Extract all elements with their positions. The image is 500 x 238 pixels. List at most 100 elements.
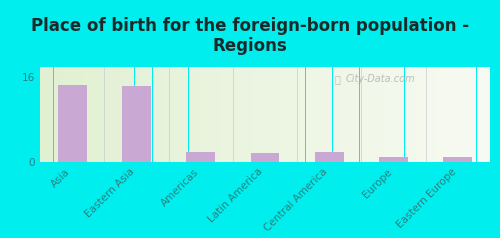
Bar bbox=[288, 67, 290, 162]
Bar bbox=[211, 67, 213, 162]
Bar bbox=[440, 67, 443, 162]
Bar bbox=[414, 67, 416, 162]
Bar bbox=[278, 67, 281, 162]
Bar bbox=[481, 67, 483, 162]
Bar bbox=[382, 67, 384, 162]
Bar bbox=[177, 67, 180, 162]
Bar bbox=[234, 67, 236, 162]
Bar bbox=[324, 67, 326, 162]
Bar bbox=[132, 67, 134, 162]
Bar bbox=[90, 67, 92, 162]
Bar bbox=[222, 67, 224, 162]
Bar bbox=[188, 67, 191, 162]
Bar bbox=[321, 67, 324, 162]
Bar bbox=[448, 67, 450, 162]
Bar bbox=[314, 67, 317, 162]
Text: City-Data.com: City-Data.com bbox=[346, 74, 416, 84]
Bar bbox=[272, 67, 274, 162]
Bar bbox=[218, 67, 220, 162]
Bar bbox=[80, 67, 83, 162]
Bar bbox=[458, 67, 460, 162]
Bar bbox=[44, 67, 47, 162]
Bar bbox=[191, 67, 193, 162]
Bar bbox=[450, 67, 452, 162]
Bar bbox=[488, 67, 490, 162]
Bar bbox=[312, 67, 314, 162]
Bar bbox=[213, 67, 216, 162]
Bar bbox=[56, 67, 58, 162]
Bar bbox=[193, 67, 195, 162]
Bar bbox=[226, 67, 229, 162]
Bar bbox=[247, 67, 249, 162]
Bar bbox=[443, 67, 445, 162]
Bar bbox=[400, 67, 402, 162]
Bar bbox=[454, 67, 456, 162]
Bar bbox=[472, 67, 474, 162]
Bar bbox=[270, 67, 272, 162]
Bar bbox=[150, 67, 152, 162]
Bar bbox=[130, 67, 132, 162]
Bar bbox=[483, 67, 486, 162]
Bar bbox=[402, 67, 404, 162]
Bar bbox=[216, 67, 218, 162]
Bar bbox=[128, 67, 130, 162]
Bar bbox=[328, 67, 330, 162]
Bar bbox=[301, 67, 303, 162]
Bar bbox=[424, 67, 427, 162]
Bar bbox=[118, 67, 121, 162]
Bar bbox=[184, 67, 186, 162]
Bar bbox=[386, 67, 388, 162]
Bar bbox=[378, 67, 380, 162]
Bar bbox=[105, 67, 108, 162]
Bar bbox=[368, 67, 370, 162]
Bar bbox=[134, 67, 137, 162]
Bar bbox=[267, 67, 270, 162]
Bar bbox=[224, 67, 226, 162]
Bar bbox=[285, 67, 288, 162]
Bar bbox=[126, 67, 128, 162]
Bar bbox=[380, 67, 382, 162]
Bar bbox=[249, 67, 252, 162]
Bar bbox=[116, 67, 119, 162]
Bar bbox=[335, 67, 337, 162]
Bar bbox=[112, 67, 114, 162]
Bar bbox=[319, 67, 321, 162]
Bar bbox=[231, 67, 234, 162]
Bar bbox=[54, 67, 56, 162]
Bar bbox=[49, 67, 51, 162]
Bar bbox=[85, 67, 87, 162]
Bar bbox=[256, 67, 258, 162]
Bar bbox=[456, 67, 458, 162]
Bar bbox=[250, 153, 280, 162]
Bar bbox=[308, 67, 310, 162]
Bar bbox=[121, 67, 123, 162]
Bar bbox=[362, 67, 364, 162]
Bar bbox=[274, 67, 276, 162]
Bar bbox=[164, 67, 166, 162]
Bar bbox=[122, 86, 151, 162]
Bar bbox=[346, 67, 348, 162]
Bar bbox=[326, 67, 328, 162]
Bar bbox=[76, 67, 78, 162]
Bar bbox=[60, 67, 62, 162]
Bar bbox=[315, 152, 344, 162]
Bar bbox=[252, 67, 254, 162]
Bar bbox=[98, 67, 101, 162]
Bar bbox=[162, 67, 164, 162]
Bar bbox=[74, 67, 76, 162]
Text: Place of birth for the foreign-born population -
Regions: Place of birth for the foreign-born popu… bbox=[31, 17, 469, 55]
Bar bbox=[370, 67, 373, 162]
Bar bbox=[103, 67, 105, 162]
Bar bbox=[294, 67, 296, 162]
Bar bbox=[198, 67, 200, 162]
Bar bbox=[355, 67, 357, 162]
Bar bbox=[476, 67, 479, 162]
Bar bbox=[393, 67, 396, 162]
Bar bbox=[350, 67, 352, 162]
Bar bbox=[58, 85, 86, 162]
Bar bbox=[101, 67, 103, 162]
Bar bbox=[432, 67, 434, 162]
Bar bbox=[186, 152, 215, 162]
Bar bbox=[422, 67, 424, 162]
Bar bbox=[411, 67, 414, 162]
